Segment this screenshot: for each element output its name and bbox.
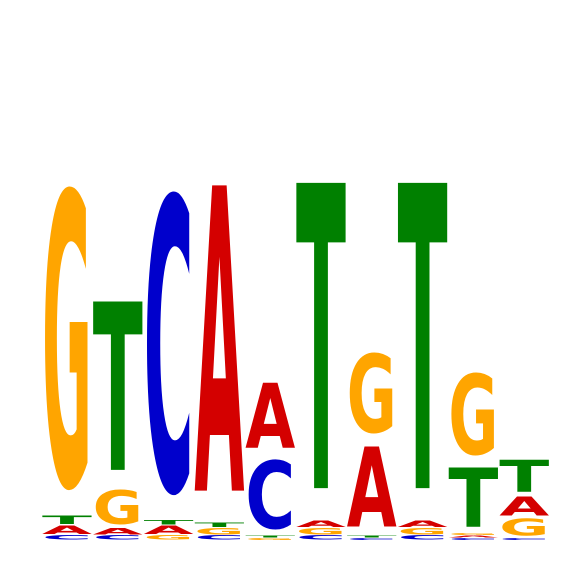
logo-letter-t: T xyxy=(144,519,195,526)
logo-letter-c: C xyxy=(93,534,143,541)
logo-letter-c: C xyxy=(296,534,346,541)
logo-letter-g: G xyxy=(194,527,244,537)
logo-letter-c: C xyxy=(245,444,295,551)
logo-letter-c: C xyxy=(347,537,397,540)
logo-letter-a: A xyxy=(448,535,499,538)
logo-letter-g: G xyxy=(448,353,498,480)
logo-letter-g: G xyxy=(448,532,498,535)
logo-letter-g: G xyxy=(245,537,295,540)
logo-letter-t: T xyxy=(398,99,448,566)
logo-letter-c: C xyxy=(499,537,549,540)
logo-letter-a: A xyxy=(296,519,346,529)
logo-letter-t: T xyxy=(296,99,346,566)
logo-letter-g: G xyxy=(296,527,346,537)
logo-letter-t: T xyxy=(93,257,143,525)
logo-letter-g: G xyxy=(42,112,92,566)
logo-letter-c: C xyxy=(398,534,448,541)
logo-letter-a: A xyxy=(144,523,194,536)
logo-letter-g: G xyxy=(499,514,549,541)
logo-letter-t: T xyxy=(448,452,498,546)
logo-letter-t: T xyxy=(347,535,398,538)
logo-letter-t: T xyxy=(194,522,245,529)
logo-letter-g: G xyxy=(347,332,397,457)
logo-letter-a: A xyxy=(42,523,92,536)
logo-letter-a: A xyxy=(93,526,143,536)
logo-letter-c: C xyxy=(144,117,194,566)
logo-letter-c: C xyxy=(42,534,92,541)
logo-letter-t: T xyxy=(245,535,296,538)
logo-letter-a: A xyxy=(194,102,244,566)
logo-letter-g: G xyxy=(144,534,194,541)
logo-letter-a: A xyxy=(398,519,448,529)
logo-letter-t: T xyxy=(499,452,549,502)
logo-letter-c: C xyxy=(448,537,498,540)
logo-letter-g: G xyxy=(93,481,143,535)
logo-letter-c: C xyxy=(194,534,244,541)
logo-letter-a: A xyxy=(499,491,549,522)
logo-letter-t: T xyxy=(42,514,92,527)
logo-letter-g: G xyxy=(398,527,448,537)
logo-letter-a: A xyxy=(347,425,397,553)
logo-letter-a: A xyxy=(245,367,295,470)
